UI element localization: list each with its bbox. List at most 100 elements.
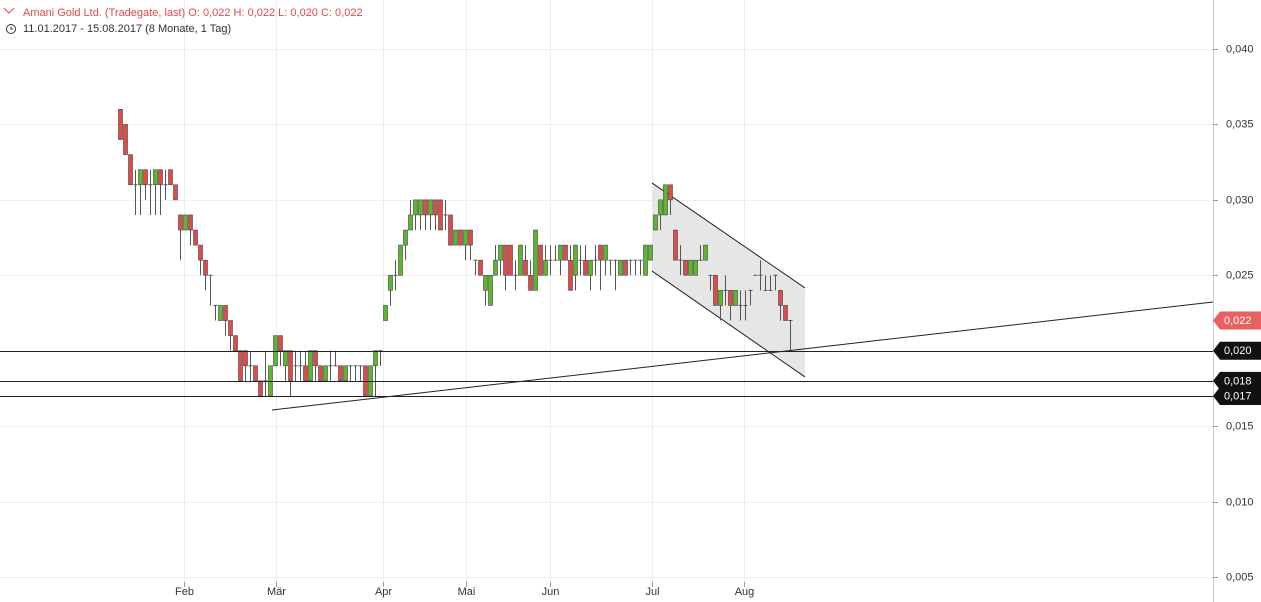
y-tick-label: 0,030 [1226, 194, 1254, 206]
level-tag-label: 0,017 [1224, 390, 1252, 402]
candle-body [683, 259, 688, 276]
x-tick-label: Mär [267, 586, 286, 598]
level-tag-box [1213, 386, 1261, 405]
candle-body [128, 154, 133, 186]
candle-body [418, 199, 423, 216]
x-tick-label: Jul [645, 586, 659, 598]
candle-body [603, 244, 608, 261]
candle-body [223, 305, 228, 321]
y-tick-label: 0,015 [1226, 420, 1254, 432]
candle-body [563, 244, 568, 261]
last-price-tag-label: 0,022 [1224, 315, 1252, 327]
candle-body [183, 214, 188, 231]
candle-body [463, 229, 468, 246]
candle-body [278, 335, 283, 352]
candle-body [228, 320, 233, 336]
collapse-icon[interactable] [3, 7, 15, 14]
level-tag-box [1213, 341, 1261, 360]
candle-body [718, 290, 723, 306]
candle-body [733, 290, 738, 306]
plot [0, 109, 1214, 411]
candle-body [558, 244, 563, 261]
candle-body [153, 169, 158, 186]
candle-body [468, 229, 473, 246]
candle-body [233, 335, 238, 352]
candle-body [653, 214, 658, 231]
x-tick-label: Aug [735, 586, 755, 598]
x-tick-label: Apr [375, 586, 392, 598]
candle-body [673, 229, 678, 261]
y-tick-label: 0,010 [1226, 496, 1254, 508]
candle-body [123, 124, 128, 155]
candle-body [408, 214, 413, 231]
candle-body [448, 214, 453, 246]
candle-body [158, 169, 163, 186]
chart-title: Amani Gold Ltd. (Tradegate, last) O: 0,0… [23, 7, 363, 19]
candle-body [373, 350, 378, 367]
candle-body [168, 169, 173, 186]
candle-body [203, 259, 208, 276]
x-tick-label: Jun [542, 586, 560, 598]
candle-body [658, 199, 663, 216]
candle-body [403, 229, 408, 246]
candle-body [238, 350, 243, 382]
candle-body [588, 259, 593, 276]
level-tag-label: 0,018 [1224, 375, 1252, 387]
trendline [271, 301, 1214, 411]
candle-body [118, 109, 123, 140]
candle-body [243, 350, 248, 367]
candle-body [503, 244, 508, 276]
candle-body [598, 244, 603, 261]
candle-body [253, 365, 258, 382]
level-tag-box [1213, 371, 1261, 390]
level-tag-label: 0,020 [1224, 345, 1252, 357]
candle-body [528, 274, 533, 291]
candle-body [288, 350, 293, 382]
candle-body [663, 184, 668, 216]
candle-body [268, 365, 273, 397]
candle-body [703, 244, 708, 261]
last-price-tag-box [1213, 311, 1261, 330]
candle-body [498, 244, 503, 261]
candle-body [178, 214, 183, 231]
candle-body [143, 169, 148, 186]
x-tick-label: Mai [458, 586, 476, 598]
candle-body [728, 290, 733, 306]
candle-body [383, 305, 388, 321]
candle-body [518, 244, 523, 276]
y-tick-label: 0,025 [1226, 269, 1254, 281]
candle-body [318, 365, 323, 382]
candle-body [388, 274, 393, 291]
candle-body [308, 350, 313, 382]
candle-body [543, 259, 548, 276]
candle-body [198, 244, 203, 261]
candle-body [423, 199, 428, 216]
candle-body [648, 244, 653, 261]
candle-body [453, 229, 458, 246]
candle-body [313, 350, 318, 367]
candle-body [523, 259, 528, 276]
candle-body [533, 229, 538, 291]
clock-icon [6, 24, 16, 34]
candle-body [193, 229, 198, 246]
candle-body [668, 184, 673, 201]
chart-subtitle: 11.01.2017 - 15.08.2017 (8 Monate, 1 Tag… [23, 23, 231, 35]
candle-body [218, 305, 223, 321]
channel-area [652, 182, 805, 377]
candle-body [338, 365, 343, 382]
x-tick-label: Feb [175, 586, 194, 598]
y-tick-label: 0,040 [1226, 43, 1254, 55]
channel-line [651, 270, 806, 378]
axis: 0,040 0,035 0,030 0,025 0,015 0,010 0,005 Feb Mä… [175, 43, 1261, 598]
candle-body [323, 365, 328, 382]
candle-body [573, 244, 578, 276]
candle-body [478, 259, 483, 276]
candle-body [618, 259, 623, 276]
y-tick-label: 0,005 [1226, 571, 1254, 583]
clock-hand [10, 26, 13, 30]
candle-body [508, 244, 513, 276]
candle-body [138, 169, 143, 186]
candle-body [458, 229, 463, 246]
candle-body [363, 365, 368, 397]
